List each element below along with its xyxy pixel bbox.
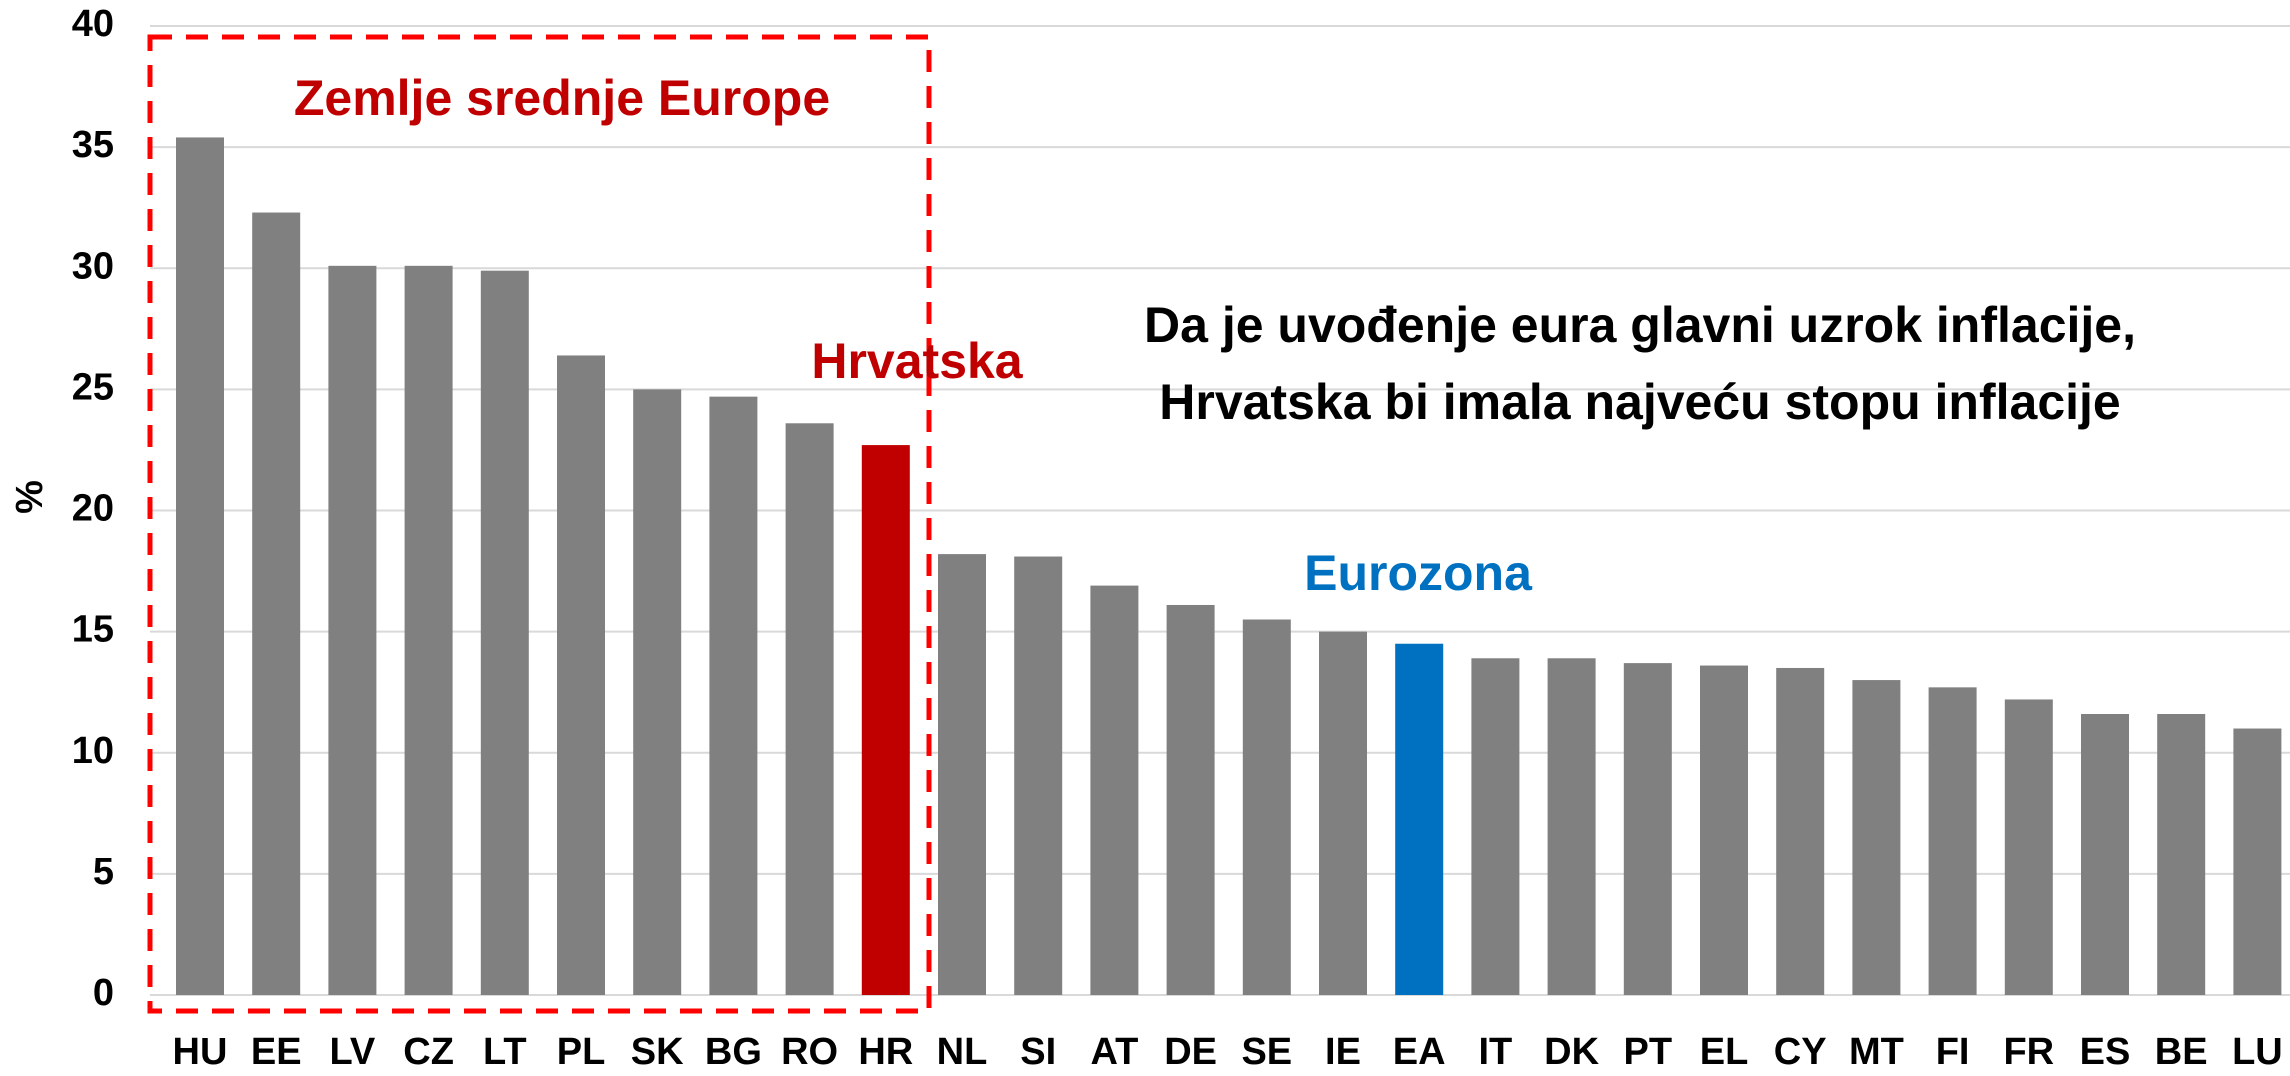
bar: [2157, 713, 2206, 995]
bar: [480, 270, 529, 995]
bar: [1166, 604, 1215, 995]
y-tick-label: 15: [72, 609, 114, 651]
x-tick-label: BG: [705, 1031, 762, 1073]
bar: [1547, 658, 1596, 995]
bar: [252, 212, 301, 996]
x-tick-label: HU: [173, 1031, 228, 1073]
bar: [2081, 713, 2129, 995]
annotation: Eurozona: [1304, 545, 1533, 601]
x-tick-label: HR: [858, 1031, 913, 1073]
x-tick-label: LU: [2232, 1031, 2283, 1073]
x-tick-label: PT: [1624, 1031, 1673, 1073]
x-tick-label: SK: [631, 1031, 684, 1073]
x-tick-label: FI: [1936, 1031, 1970, 1073]
bar: [1623, 663, 1672, 995]
x-tick-label: ES: [2080, 1031, 2131, 1073]
x-tick-label: LT: [483, 1031, 527, 1073]
bar: [1242, 619, 1291, 995]
bar: [1852, 680, 1901, 995]
bar: [1928, 687, 1977, 995]
x-tick-label: RO: [781, 1031, 838, 1073]
bar: [2004, 699, 2053, 995]
x-tick-label: AT: [1090, 1031, 1138, 1073]
bar: [1776, 667, 1825, 995]
highlight-box: [147, 34, 932, 1014]
y-tick-label: 0: [93, 972, 114, 1014]
x-tick-label: FR: [2003, 1031, 2054, 1073]
x-tick-label: IT: [1479, 1031, 1513, 1073]
bar: [709, 396, 758, 996]
bar: [1700, 665, 1748, 995]
x-tick-label: BE: [2155, 1031, 2208, 1073]
annotation: Da je uvođenje eura glavni uzrok inflaci…: [1144, 297, 2136, 353]
x-tick-label: LV: [330, 1031, 376, 1073]
bar: [404, 265, 453, 995]
bar: [1319, 631, 1367, 995]
y-tick-label: 20: [72, 488, 114, 530]
x-tick-label: MT: [1849, 1031, 1904, 1073]
x-tick-label: CZ: [403, 1031, 454, 1073]
bar: [1014, 556, 1063, 995]
x-tick-label: EE: [251, 1031, 302, 1073]
x-tick-label: DK: [1544, 1031, 1599, 1073]
x-tick-label: EL: [1700, 1031, 1749, 1073]
bar: [557, 355, 605, 996]
x-tick-label: CY: [1774, 1031, 1827, 1073]
bar: [785, 423, 834, 995]
bar: [1471, 658, 1520, 995]
y-tick-label: 5: [93, 851, 114, 893]
y-tick-label: 10: [72, 730, 114, 772]
y-tick-label: 25: [72, 366, 114, 408]
bar: [633, 389, 682, 995]
annotation: Hrvatska bi imala najveću stopu inflacij…: [1159, 374, 2120, 430]
bar: [176, 137, 224, 995]
bar: [328, 265, 377, 995]
bar: [861, 445, 910, 995]
x-tick-label: SE: [1241, 1031, 1292, 1073]
annotation: Zemlje srednje Europe: [294, 70, 830, 126]
y-tick-label: 35: [72, 124, 114, 166]
y-tick-label: 40: [72, 3, 114, 45]
y-axis-label: %: [9, 480, 51, 514]
bar: [1395, 643, 1444, 995]
annotation: Hrvatska: [811, 333, 1023, 389]
x-tick-label: EA: [1393, 1031, 1446, 1073]
x-tick-label: NL: [937, 1031, 988, 1073]
bar: [1090, 585, 1139, 995]
x-tick-label: DE: [1164, 1031, 1217, 1073]
bar: [938, 554, 986, 995]
x-tick-label: IE: [1325, 1031, 1361, 1073]
bar: [2233, 728, 2282, 995]
y-tick-label: 30: [72, 245, 114, 287]
x-tick-label: PL: [557, 1031, 606, 1073]
x-tick-label: SI: [1020, 1031, 1056, 1073]
